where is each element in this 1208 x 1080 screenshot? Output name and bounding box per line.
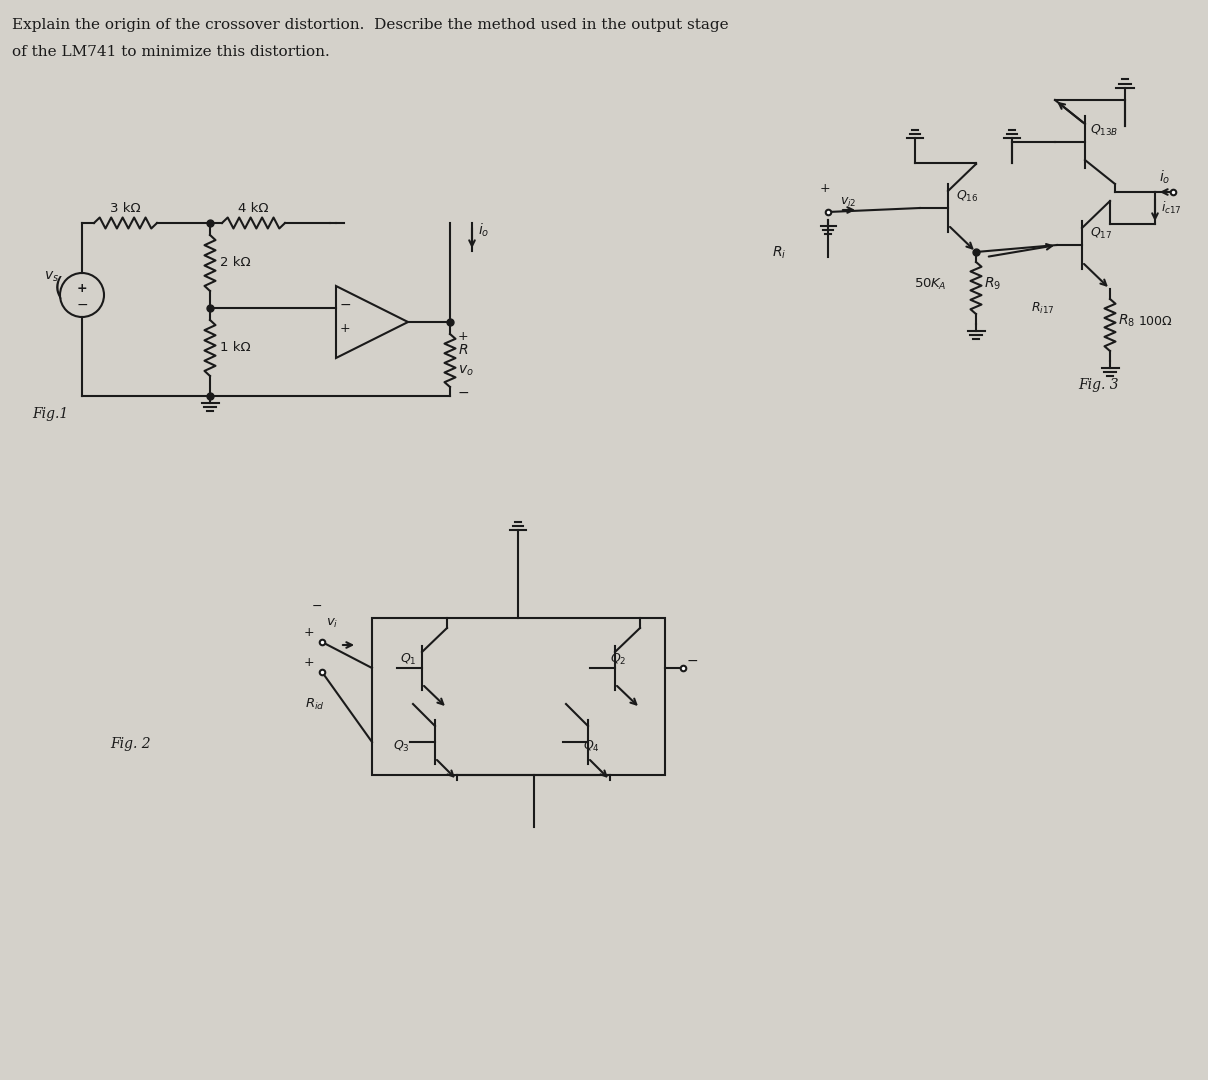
Text: 2 kΩ: 2 kΩ [220, 256, 250, 269]
Text: 1 kΩ: 1 kΩ [220, 341, 250, 354]
Text: $v_i$: $v_i$ [326, 617, 338, 630]
Text: $i_o$: $i_o$ [478, 222, 489, 240]
Text: $v_s$: $v_s$ [43, 270, 59, 284]
Text: (: ( [54, 276, 64, 300]
Text: +: + [458, 330, 469, 343]
Text: +: + [339, 322, 350, 335]
Text: $R_9$: $R_9$ [985, 276, 1001, 293]
Text: $Q_3$: $Q_3$ [393, 739, 410, 754]
Text: $i_{c17}$: $i_{c17}$ [1161, 200, 1181, 216]
Text: Fig.1: Fig.1 [31, 407, 68, 421]
Text: $i_o$: $i_o$ [1158, 168, 1171, 187]
Text: $R_i$: $R_i$ [772, 245, 786, 261]
Text: +: + [304, 626, 314, 639]
Text: $Q_2$: $Q_2$ [610, 652, 627, 667]
Text: $R_{i17}$: $R_{i17}$ [1030, 301, 1055, 316]
Text: Fig. 2: Fig. 2 [110, 737, 151, 751]
Text: +: + [76, 282, 87, 295]
Text: $R_8$: $R_8$ [1117, 313, 1136, 329]
Text: $Q_{13B}$: $Q_{13B}$ [1090, 123, 1119, 138]
Text: $v_o$: $v_o$ [458, 364, 474, 378]
Text: +: + [820, 183, 831, 195]
Text: −: − [687, 654, 698, 669]
Text: $100\Omega$: $100\Omega$ [1138, 315, 1173, 328]
Text: $Q_{17}$: $Q_{17}$ [1090, 226, 1113, 241]
Text: −: − [312, 600, 323, 613]
Text: 3 kΩ: 3 kΩ [110, 202, 141, 215]
Text: $50K_{\!A}$: $50K_{\!A}$ [914, 276, 946, 292]
Text: $Q_{16}$: $Q_{16}$ [956, 189, 978, 204]
Text: $Q_4$: $Q_4$ [583, 739, 600, 754]
Text: 4 kΩ: 4 kΩ [238, 202, 268, 215]
Text: $R$: $R$ [458, 343, 469, 357]
Text: −: − [458, 386, 470, 400]
Text: −: − [76, 298, 88, 312]
Text: +: + [304, 656, 314, 669]
Text: Explain the origin of the crossover distortion.  Describe the method used in the: Explain the origin of the crossover dist… [12, 18, 728, 32]
Text: $R_{id}$: $R_{id}$ [304, 697, 325, 712]
Text: $Q_1$: $Q_1$ [400, 652, 417, 667]
Text: Fig. 3: Fig. 3 [1078, 378, 1119, 392]
Text: −: − [339, 298, 352, 312]
Text: $v_{i2}$: $v_{i2}$ [840, 195, 856, 210]
Text: of the LM741 to minimize this distortion.: of the LM741 to minimize this distortion… [12, 45, 330, 59]
